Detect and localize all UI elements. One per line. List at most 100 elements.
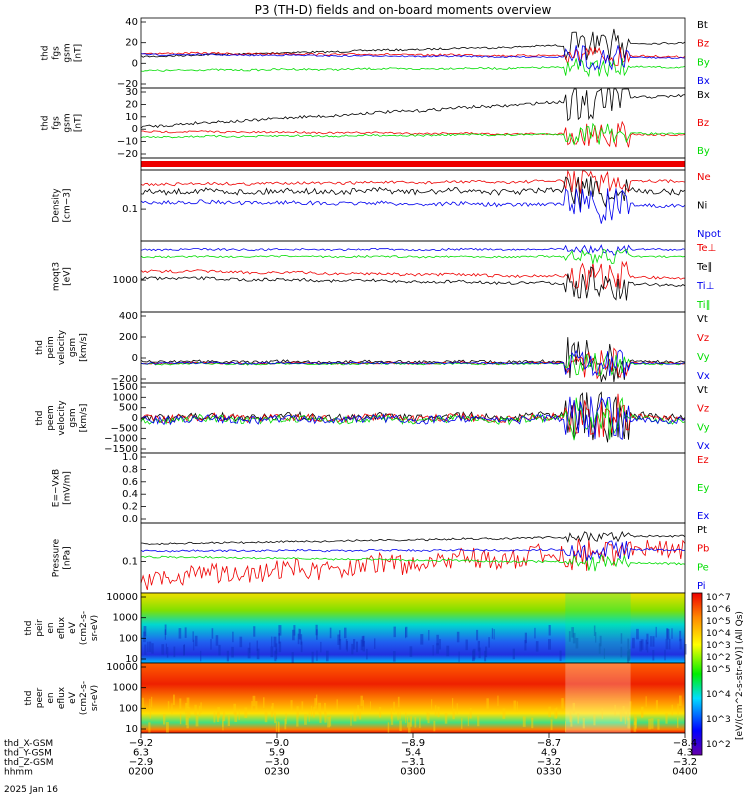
y-axis-label: (cm2-s- (79, 611, 89, 645)
spectrogram-texture (232, 631, 234, 643)
spectrogram-texture (290, 700, 293, 711)
series-line-Bz (140, 120, 686, 148)
spectrogram-texture (627, 718, 630, 729)
y-tick-label: −20 (117, 149, 138, 160)
spectrogram-texture (478, 647, 481, 659)
spectrogram-texture (397, 709, 399, 721)
spectrogram-texture (601, 708, 603, 719)
y-tick-label: 100 (119, 703, 138, 714)
legend-entry-Bz: Bz (697, 39, 709, 50)
panel-8: 0.1 Pressure [nPa] Pt Pb Pe Pi (52, 522, 709, 594)
series-line-Bx (141, 45, 685, 71)
panel-frame (140, 452, 686, 524)
x-tick-label: −8.7 (537, 738, 561, 749)
spectrogram-texture (684, 644, 687, 655)
spectrogram-texture (370, 701, 371, 712)
panel-7: 1.00.8 0.60.4 0.20.0 E=−VxB [mV/m] Ez Ey Ex (52, 452, 710, 525)
spectrogram-texture (467, 715, 469, 727)
spectrogram-texture (665, 638, 669, 650)
y-axis-label: Density (52, 188, 62, 223)
y-tick-label: 10 (125, 112, 138, 123)
y-tick-label: 1000 (113, 683, 138, 694)
spectrogram-texture (194, 635, 198, 647)
legend-entry-Ti⊥: Ti⊥ (696, 281, 714, 292)
series-line-Vt (140, 337, 686, 383)
spectrogram-texture (614, 704, 616, 716)
spectrogram-disturbance (565, 593, 631, 663)
spectrogram-texture (393, 701, 395, 713)
spectrogram-texture (599, 635, 602, 647)
figure-title: P3 (TH-D) fields and on-board moments ov… (255, 3, 552, 17)
series-line-Vx (140, 396, 686, 441)
spectrogram-texture (405, 627, 407, 639)
y-axis-label: peem (46, 405, 56, 431)
legend-entry-Ey: Ey (697, 483, 709, 494)
y-tick-label: 10 (125, 654, 138, 665)
spectrogram-texture (434, 705, 437, 716)
y-tick-label: 10000 (106, 592, 138, 603)
spectrogram-texture (399, 720, 402, 731)
legend-entry-Te⊥: Te⊥ (696, 243, 716, 254)
y-tick-label: 400 (119, 311, 138, 322)
x-axis-row-label: hhmm (4, 768, 33, 778)
spectrogram-texture (554, 708, 557, 719)
y-tick-label: 0 (132, 124, 138, 135)
spectrogram-texture (493, 629, 495, 640)
spectrogram-texture (548, 625, 551, 636)
y-axis-label: [cm−3] (63, 188, 73, 222)
spectrogram-texture (399, 709, 401, 720)
spectrogram-texture (151, 643, 154, 654)
spectrogram-texture (273, 636, 277, 648)
spectrogram-texture (200, 650, 202, 662)
spectrogram-texture (275, 643, 278, 654)
y-tick-label: 0 (132, 413, 138, 424)
spectrogram-texture (198, 705, 201, 717)
spectrogram-texture (161, 644, 165, 655)
spectrogram-texture (173, 646, 176, 658)
x-tick-label: −8.4 (673, 738, 697, 749)
spectrogram-texture (461, 718, 463, 729)
spectrogram-texture (477, 715, 480, 727)
spectrogram-texture (186, 717, 189, 729)
spectrogram-texture (324, 702, 326, 714)
series-line-Bz (140, 46, 686, 66)
spectrogram-texture (284, 718, 287, 730)
spectrogram-texture (627, 710, 629, 721)
spectrogram-texture (171, 703, 173, 714)
legend-entry-Bx: Bx (697, 90, 710, 101)
x-tick-label: 0330 (536, 767, 561, 778)
spectrogram-texture (677, 703, 679, 715)
spectrogram-texture (178, 628, 182, 639)
series-line-Ni (140, 176, 686, 210)
spectrogram-texture (431, 699, 433, 710)
legend-entry-Bz: Bz (697, 118, 709, 129)
spectrogram-texture (640, 639, 644, 650)
spectrogram-texture (327, 716, 330, 728)
spectrogram-texture (345, 639, 348, 650)
y-axis-label: en (46, 622, 56, 633)
y-tick-label: −20 (117, 79, 138, 90)
spectrogram-texture (165, 643, 167, 655)
colorbar-tick-label: 10^4 (706, 690, 731, 700)
spectrogram-texture (319, 712, 322, 723)
spectrogram-texture (665, 713, 668, 724)
spectrogram-texture (210, 639, 212, 650)
spectrogram-texture (679, 630, 682, 642)
y-tick-label: −200 (111, 374, 138, 385)
spectrogram-texture (427, 712, 430, 724)
y-tick-label: 0 (132, 58, 138, 69)
y-axis-label: thd (41, 46, 51, 61)
spectrogram-texture (256, 640, 258, 651)
y-tick-label: −10 (117, 137, 138, 148)
spectrogram-texture (627, 638, 630, 650)
y-axis-label: gsm (68, 338, 78, 357)
spectrogram-texture (167, 701, 170, 712)
spectrogram-texture (326, 650, 329, 662)
spectrogram-texture (379, 707, 382, 718)
y-tick-label: 500 (119, 403, 138, 414)
spectrogram-texture (387, 722, 390, 733)
spectrogram-texture (444, 713, 448, 724)
spectrogram-texture (629, 701, 632, 712)
y-axis-label: sr-eV) (90, 615, 100, 641)
